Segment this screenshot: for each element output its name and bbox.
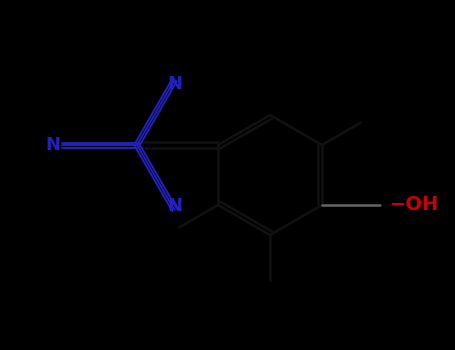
Text: −OH: −OH	[390, 196, 439, 215]
Text: N: N	[167, 75, 182, 93]
Text: N: N	[167, 197, 182, 215]
Text: N: N	[45, 136, 60, 154]
